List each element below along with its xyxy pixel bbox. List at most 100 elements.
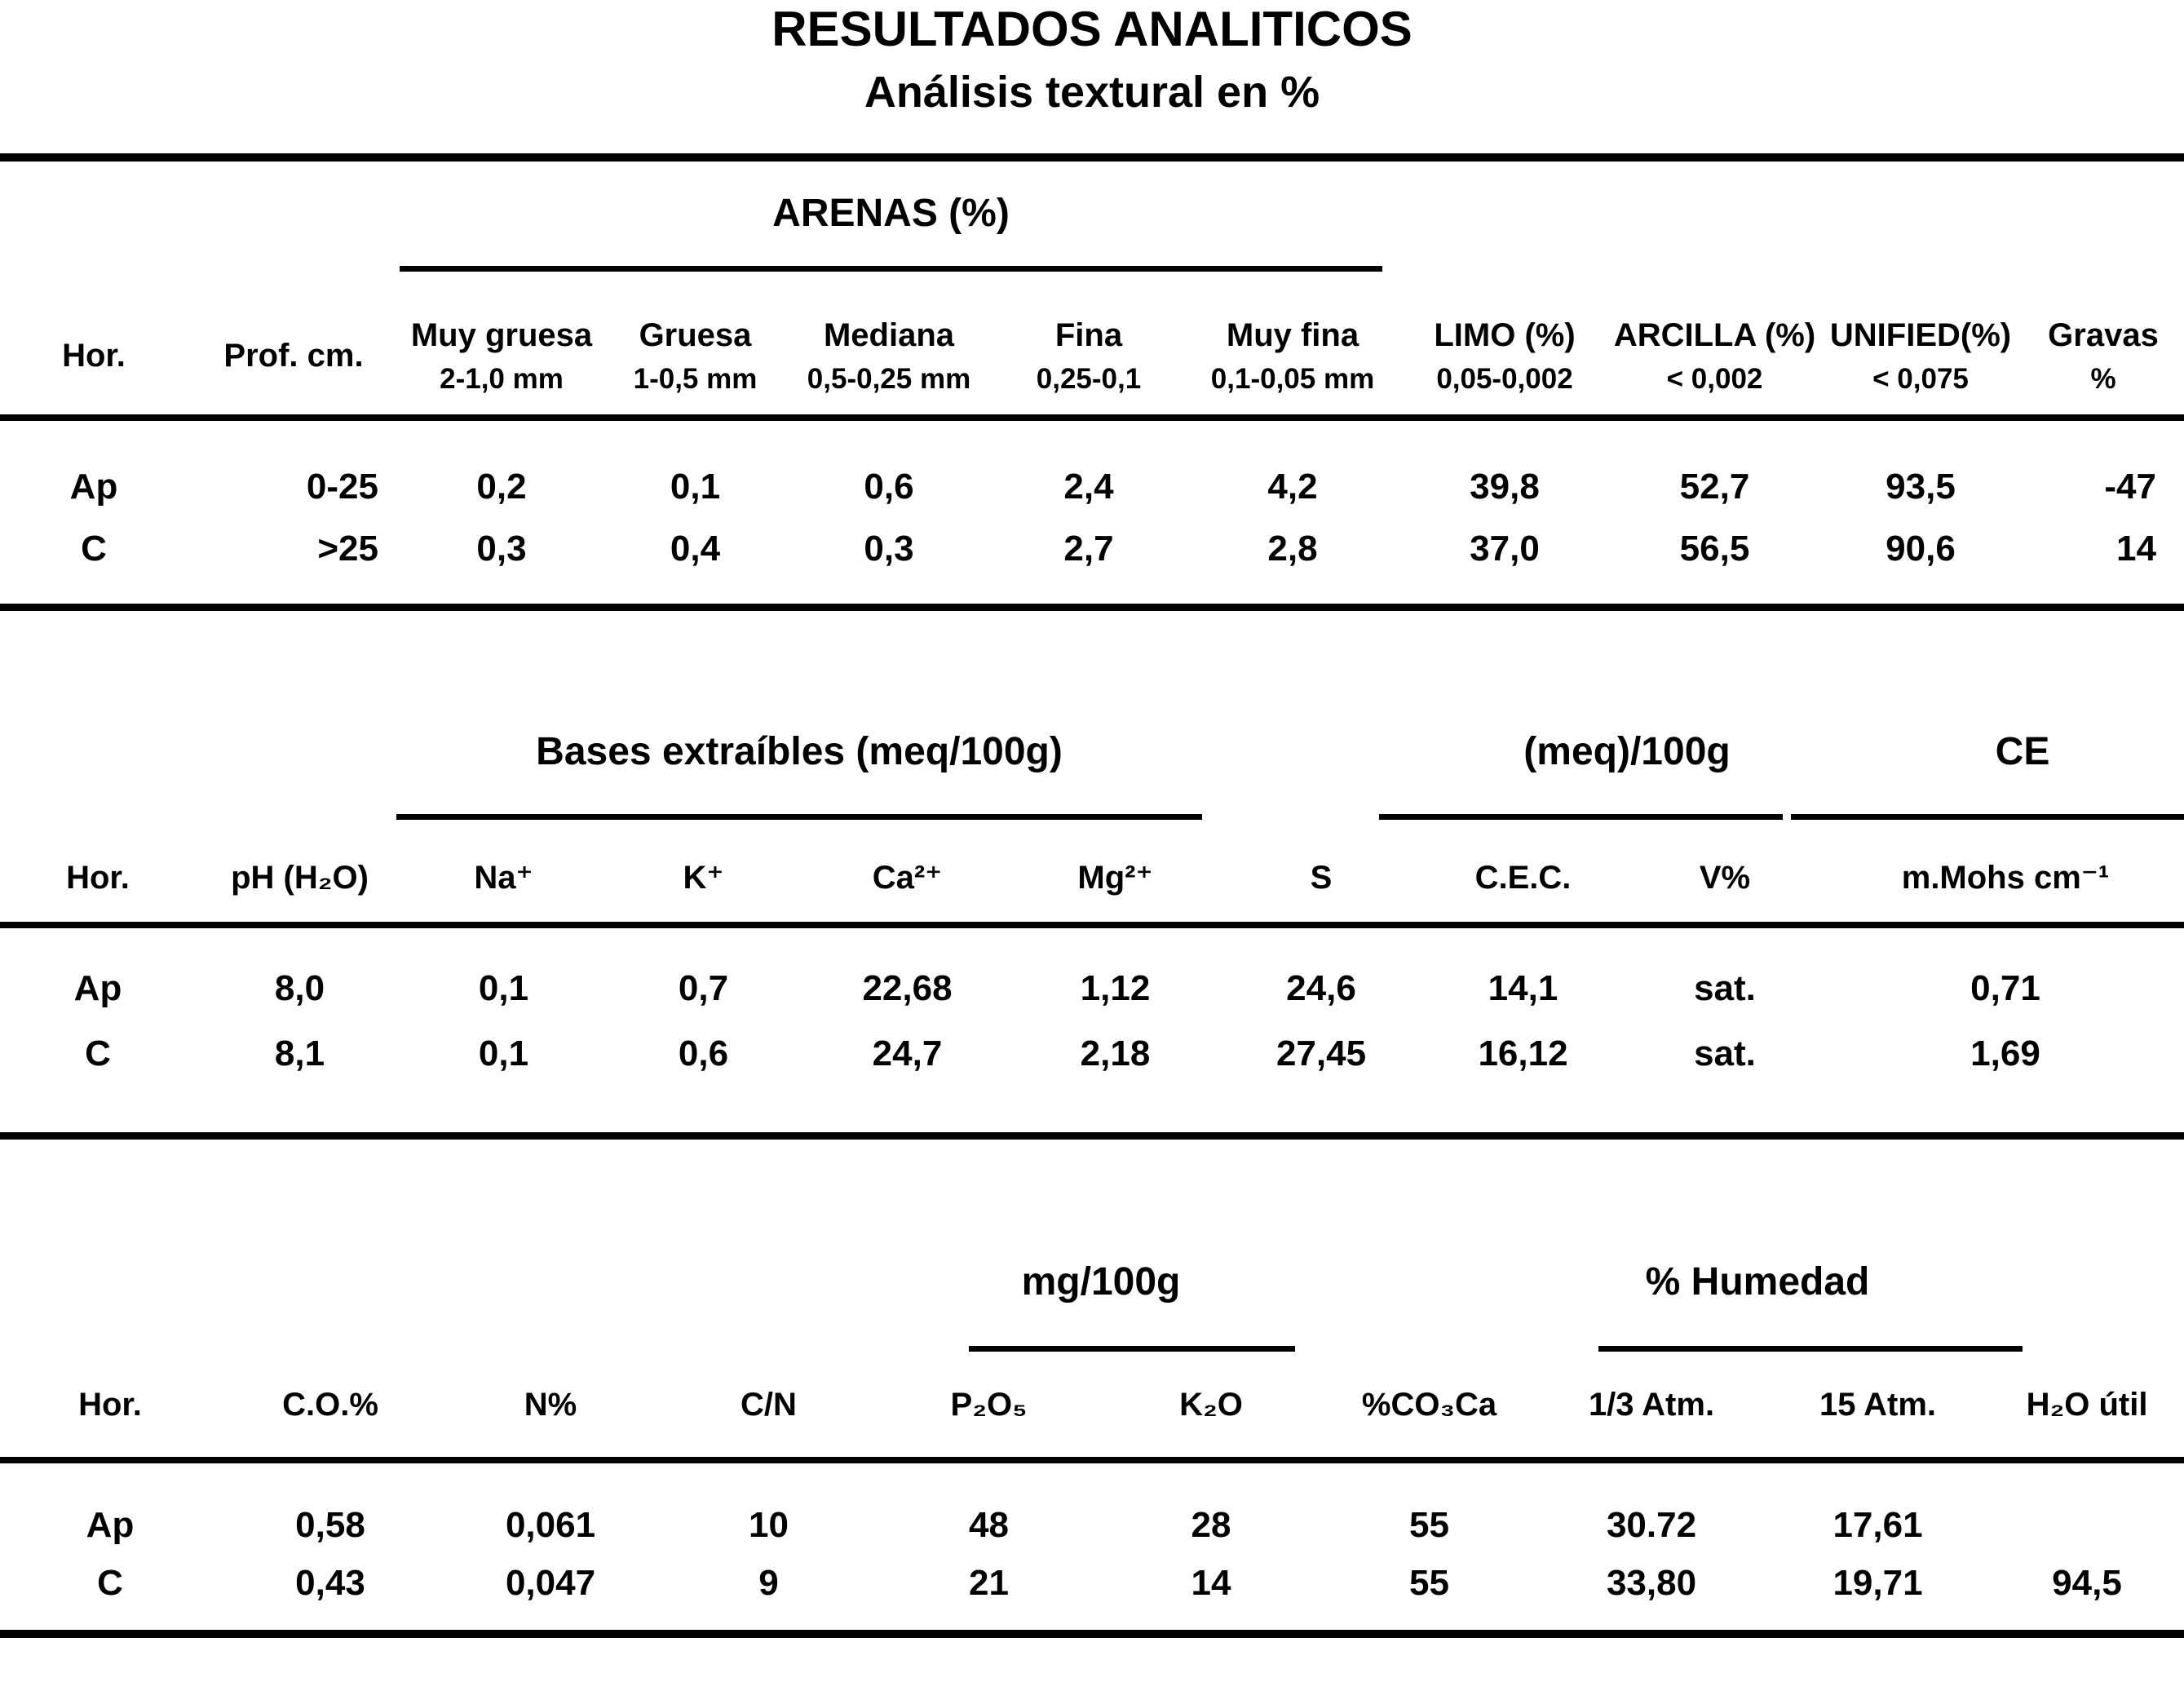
column-label: K₂O <box>1179 1387 1243 1423</box>
cell-horizon: Ap <box>73 968 122 1008</box>
t2-row-ap: Ap 8,0 0,1 0,7 22,68 1,12 24,6 14,1 sat.… <box>0 956 2184 1021</box>
column-label: S <box>1310 860 1333 896</box>
cell: 9 <box>758 1563 779 1603</box>
column-label: Ca²⁺ <box>872 860 943 896</box>
t2-col-ph: pH (H₂O) <box>196 840 404 915</box>
t2-group-underline <box>396 814 1202 820</box>
page-title: RESULTADOS ANALITICOS <box>771 2 1413 56</box>
page-subtitle: Análisis textural en % <box>864 68 1320 117</box>
t1-col-arcilla: ARCILLA (%) < 0,002 <box>1611 303 1819 408</box>
cell-horizon: C <box>85 1034 111 1073</box>
cell: 19,71 <box>1833 1563 1923 1603</box>
t1-col-muy-gruesa: Muy gruesa 2-1,0 mm <box>400 303 603 408</box>
t1-col-gravas: Gravas % <box>2023 303 2184 408</box>
t2-col-v: V% <box>1623 840 1827 915</box>
t1-col-hor: Hor. <box>0 303 188 408</box>
t2-group-underline <box>1791 814 2184 820</box>
t1-col-mediana: Mediana 0,5-0,25 mm <box>787 303 991 408</box>
column-label: H₂O útil <box>2026 1387 2148 1423</box>
t3-col-cn: C/N <box>661 1364 877 1445</box>
t3-group-mg-label: mg/100g <box>1021 1260 1181 1304</box>
cell: 2,7 <box>1063 529 1114 569</box>
t3-col-hor: Hor. <box>0 1364 220 1445</box>
column-label: K⁺ <box>683 860 724 896</box>
cell: 0,6 <box>864 467 914 507</box>
t2-col-k: K⁺ <box>603 840 803 915</box>
t3-col-k2o: K₂O <box>1101 1364 1321 1445</box>
column-label: Mediana <box>823 316 955 353</box>
t1-col-gruesa: Gruesa 1-0,5 mm <box>603 303 787 408</box>
cell-horizon: C <box>97 1563 123 1603</box>
t3-group-underline <box>1598 1346 2023 1352</box>
cell: 0-25 <box>306 467 378 507</box>
t3-header-row: Hor. C.O.% N% C/N P₂O₅ K₂O %CO₃Ca 1/3 At… <box>0 1364 2184 1445</box>
column-label: C/N <box>741 1387 797 1423</box>
column-label: P₂O₅ <box>950 1387 1028 1423</box>
cell: 24,7 <box>872 1034 943 1073</box>
t3-group-humedad-label: % Humedad <box>1645 1260 1870 1304</box>
column-label: C.O.% <box>282 1387 378 1423</box>
cell: 8,0 <box>274 968 325 1008</box>
t1-group-underline <box>400 266 1382 272</box>
column-label: ARCILLA (%) <box>1613 316 1816 353</box>
cell: 0,43 <box>295 1563 365 1603</box>
cell: 8,1 <box>274 1034 325 1073</box>
column-label: %CO₃Ca <box>1361 1387 1497 1423</box>
column-label: Hor. <box>78 1387 142 1423</box>
cell: 0,3 <box>864 529 914 569</box>
cell: 21 <box>969 1563 1009 1603</box>
cell: 17,61 <box>1833 1505 1923 1545</box>
t2-group-underline <box>1379 814 1783 820</box>
column-label: 1/3 Atm. <box>1588 1387 1715 1423</box>
cell: 94,5 <box>2052 1563 2122 1603</box>
horizontal-rule <box>0 414 2184 421</box>
cell: 10 <box>749 1505 789 1545</box>
cell: 33,80 <box>1606 1563 1697 1603</box>
t3-col-co: C.O.% <box>220 1364 440 1445</box>
t1-row-ap: Ap 0-25 0,2 0,1 0,6 2,4 4,2 39,8 52,7 93… <box>0 455 2184 519</box>
t2-group-bases-label: Bases extraíbles (meq/100g) <box>536 730 1063 773</box>
t3-col-h2o-util: H₂O útil <box>1990 1364 2184 1445</box>
cell: 0,3 <box>476 529 527 569</box>
cell: 0,58 <box>295 1505 365 1545</box>
cell: 0,4 <box>670 529 721 569</box>
cell: 14 <box>2116 529 2156 569</box>
cell: 1,12 <box>1080 968 1151 1008</box>
t1-col-unified: UNIFIED(%) < 0,075 <box>1819 303 2023 408</box>
column-label: Mg²⁺ <box>1077 860 1153 896</box>
cell <box>1990 1493 2184 1558</box>
column-label: pH (H₂O) <box>231 860 369 896</box>
cell: 14,1 <box>1488 968 1558 1008</box>
cell: 52,7 <box>1679 467 1750 507</box>
t3-col-n: N% <box>440 1364 661 1445</box>
cell: 0,047 <box>505 1563 596 1603</box>
column-label: Gruesa <box>639 316 752 353</box>
cell: 2,8 <box>1267 529 1318 569</box>
cell-horizon: C <box>81 529 107 569</box>
column-label: UNIFIED(%) <box>1829 316 2012 353</box>
t1-row-c: C >25 0,3 0,4 0,3 2,7 2,8 37,0 56,5 90,6… <box>0 517 2184 581</box>
cell: 30.72 <box>1606 1505 1697 1545</box>
t2-group-ce-label: CE <box>1995 730 2050 773</box>
cell-horizon: Ap <box>69 467 118 507</box>
column-label: N% <box>524 1387 577 1423</box>
t2-col-mg: Mg²⁺ <box>1011 840 1219 915</box>
cell: 2,4 <box>1063 467 1114 507</box>
column-sublabel: 0,25-0,1 <box>1036 362 1142 395</box>
t2-col-cec: C.E.C. <box>1423 840 1623 915</box>
cell: sat. <box>1694 1034 1756 1073</box>
column-label: V% <box>1699 860 1751 896</box>
cell: 0,1 <box>670 467 721 507</box>
horizontal-rule <box>0 604 2184 611</box>
cell: >25 <box>317 529 378 569</box>
column-sublabel: < 0,002 <box>1666 362 1763 395</box>
t3-row-c: C 0,43 0,047 9 21 14 55 33,80 19,71 94,5 <box>0 1551 2184 1615</box>
cell: 0,2 <box>476 467 527 507</box>
t1-col-limo: LIMO (%) 0,05-0,002 <box>1399 303 1611 408</box>
t2-col-mmohs: m.Mohs cm⁻¹ <box>1827 840 2184 915</box>
column-label: Prof. cm. <box>223 338 364 374</box>
cell: 0,71 <box>1970 968 2040 1008</box>
cell: 28 <box>1191 1505 1231 1545</box>
cell: 93,5 <box>1886 467 1956 507</box>
t1-group-arenas-label: ARENAS (%) <box>772 192 1010 235</box>
